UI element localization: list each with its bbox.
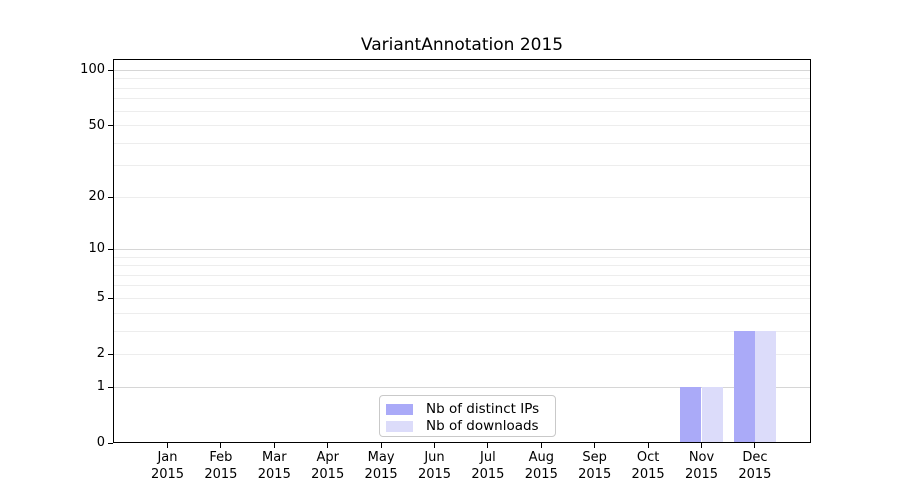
y-tick-label-1: 1 (96, 379, 105, 395)
y-major-gridline-100 (114, 69, 810, 71)
y-tick-label-0: 0 (96, 435, 105, 450)
y-minor-gridline-4 (114, 312, 810, 314)
x-tick-apr (327, 443, 329, 448)
bar-dec-nb-of-downloads (754, 331, 777, 443)
y-tick-2 (108, 353, 113, 355)
y-minor-gridline-9 (114, 256, 810, 258)
y-tick-label-2: 2 (96, 346, 105, 362)
y-major-gridline-1 (114, 386, 810, 388)
y-minor-gridline-70 (114, 98, 810, 100)
x-tick-label-aug: Aug 2015 (524, 450, 558, 482)
x-tick-label-apr: Apr 2015 (311, 450, 345, 482)
x-tick-label-dec: Dec 2015 (738, 450, 772, 482)
y-tick-label-10: 10 (88, 241, 105, 257)
x-tick-label-jan: Jan 2015 (150, 450, 185, 482)
y-tick-0 (108, 442, 113, 444)
y-minor-gridline-2 (114, 353, 810, 355)
x-tick-aug (540, 443, 542, 448)
x-tick-feb (220, 443, 222, 448)
x-tick-sep (594, 443, 596, 448)
bar-nov-nb-of-distinct-ips (680, 387, 702, 443)
x-tick-may (380, 443, 382, 448)
y-tick-label-50: 50 (88, 117, 105, 133)
x-tick-jul (487, 443, 489, 448)
y-minor-gridline-40 (114, 142, 810, 144)
y-minor-gridline-60 (114, 110, 810, 112)
x-tick-label-jul: Jul 2015 (471, 450, 505, 482)
y-minor-gridline-50 (114, 125, 810, 127)
y-tick-5 (108, 297, 113, 299)
y-tick-label-20: 20 (88, 189, 105, 205)
y-minor-gridline-7 (114, 274, 810, 276)
y-minor-gridline-30 (114, 165, 810, 167)
y-tick-label-5: 5 (96, 290, 105, 306)
x-tick-label-sep: Sep 2015 (578, 450, 612, 482)
bar-dec-nb-of-distinct-ips (733, 331, 755, 443)
y-tick-10 (108, 248, 113, 250)
x-tick-jun (434, 443, 435, 448)
x-tick-label-feb: Feb 2015 (204, 450, 238, 482)
y-tick-50 (108, 125, 113, 127)
x-tick-nov (701, 443, 702, 448)
x-tick-label-mar: Mar 2015 (257, 450, 291, 482)
x-tick-label-may: May 2015 (364, 450, 398, 482)
x-tick-label-nov: Nov 2015 (684, 450, 719, 482)
x-tick-mar (273, 443, 275, 448)
legend-swatch-downloads (386, 420, 413, 432)
y-major-gridline-10 (114, 248, 810, 250)
x-tick-label-oct: Oct 2015 (631, 450, 665, 482)
y-minor-gridline-8 (114, 265, 810, 267)
x-tick-oct (647, 443, 649, 448)
y-minor-gridline-90 (114, 78, 810, 80)
y-tick-20 (108, 196, 113, 198)
y-tick-100 (108, 69, 113, 71)
legend: Nb of distinct IPs Nb of downloads (379, 395, 556, 437)
legend-item-downloads: Nb of downloads (386, 418, 549, 434)
y-tick-1 (108, 386, 113, 388)
y-minor-gridline-20 (114, 196, 810, 198)
chart-title: VariantAnnotation 2015 (360, 35, 564, 55)
y-minor-gridline-6 (114, 285, 810, 287)
x-tick-label-jun: Jun 2015 (417, 450, 452, 482)
y-minor-gridline-3 (114, 330, 810, 332)
legend-item-distinct-ips: Nb of distinct IPs (386, 401, 549, 417)
legend-label-downloads: Nb of downloads (426, 418, 539, 434)
y-tick-label-100: 100 (80, 62, 105, 78)
legend-label-distinct-ips: Nb of distinct IPs (426, 401, 540, 417)
x-tick-jan (167, 443, 168, 448)
bar-nov-nb-of-downloads (701, 387, 723, 443)
y-minor-gridline-5 (114, 297, 810, 299)
x-tick-dec (754, 443, 756, 448)
legend-swatch-distinct-ips (386, 403, 413, 415)
y-minor-gridline-80 (114, 87, 810, 89)
